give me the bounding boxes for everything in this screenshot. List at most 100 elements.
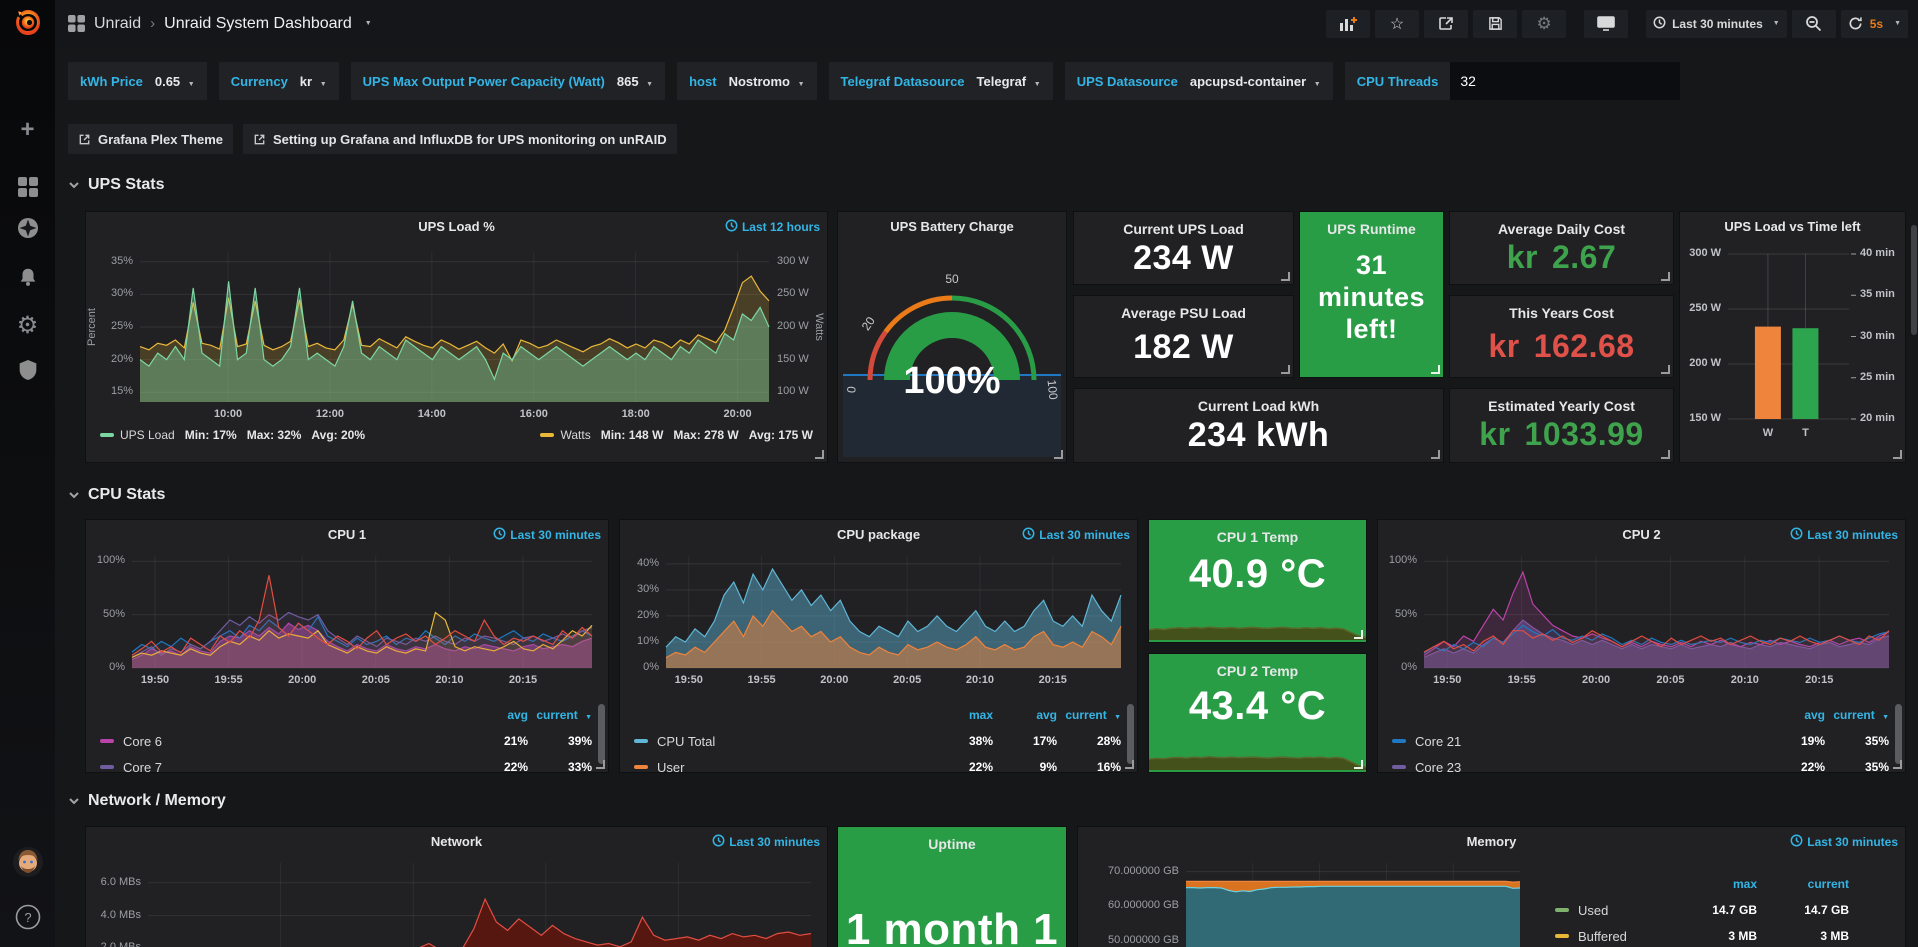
user-avatar[interactable] [0,845,55,879]
configuration-gear-icon[interactable]: ⚙ [16,311,39,339]
resize-handle[interactable] [1281,272,1290,281]
variable-currency[interactable]: Currency kr ▼ [218,62,339,100]
panel-timerange-link[interactable]: Last 30 minutes [1790,527,1898,543]
variable-cpu-threads[interactable]: CPU Threads 32 [1344,62,1681,100]
settings-gear-button[interactable]: ⚙ [1522,9,1567,38]
variable-telegraf-datasource[interactable]: Telegraf Datasource Telegraf ▼ [828,62,1053,100]
resize-handle[interactable] [1661,450,1670,459]
section-ups-stats[interactable]: UPS Stats [68,176,164,194]
variable-value[interactable]: kr ▼ [299,73,327,89]
variable-host[interactable]: host Nostromo ▼ [677,62,817,100]
variable-value[interactable]: 865 ▼ [616,73,654,89]
refresh-interval-label[interactable]: 5s [1869,16,1884,31]
time-range-picker[interactable]: Last 30 minutes ▼ [1646,9,1787,38]
legend-row[interactable]: Core 23 22% 35% [1392,754,1889,780]
panel-timerange-link[interactable]: Last 30 minutes [493,527,601,543]
panel-title[interactable]: CPU 1 [327,526,367,542]
variable-input[interactable]: 32 [1450,62,1681,100]
variable-value[interactable]: 0.65 ▼ [154,73,195,89]
panel-ups-runtime[interactable]: UPS Runtime 31 minutes left! [1300,212,1443,377]
panel-title[interactable]: UPS Load vs Time left [1724,218,1861,234]
legend-scrollbar[interactable] [1895,704,1902,764]
panel-memory[interactable]: Memory Last 30 minutes 70.000000 GB 60.00… [1078,827,1905,947]
resize-handle[interactable] [1354,630,1363,639]
resize-handle[interactable] [1054,450,1063,459]
variable-ups-datasource[interactable]: UPS Datasource apcupsd-container ▼ [1064,62,1333,100]
panel-title[interactable]: Network [430,833,483,849]
dashboard-grid-icon[interactable] [68,15,85,32]
panel-avg-daily-cost[interactable]: Average Daily Cost kr 2.67 [1450,212,1673,284]
save-button[interactable] [1473,9,1518,38]
legend-scrollbar[interactable] [1127,704,1134,764]
grafana-logo-icon[interactable] [0,6,55,40]
panel-title[interactable]: UPS Battery Charge [890,218,1014,234]
breadcrumb-caret-icon[interactable]: ▼ [364,20,372,27]
legend-row[interactable]: User 22% 9% 16% [634,754,1121,780]
legend-row[interactable]: Core 21 19% 35% [1392,728,1889,754]
legend-item[interactable]: Watts Min: 148 W Max: 278 W Avg: 175 W [540,428,813,442]
panel-est-yearly-cost[interactable]: Estimated Yearly Cost kr 1033.99 [1450,389,1673,462]
panel-cpu1[interactable]: CPU 1 Last 30 minutes 100% 50% 0% 19:50 19:5… [86,520,608,775]
dashboard-link-grafana-plex-theme[interactable]: Grafana Plex Theme [68,124,233,154]
alerting-bell-icon[interactable] [0,260,55,294]
panel-timerange-link[interactable]: Last 30 minutes [712,834,820,850]
legend-row[interactable]: Core 7 22% 33% [100,754,592,780]
panel-timerange-link[interactable]: Last 30 minutes [1022,527,1130,543]
panel-this-years-cost[interactable]: This Years Cost kr 162.68 [1450,296,1673,377]
legend-sort-max[interactable]: max [1732,877,1757,891]
legend-row[interactable]: Used 14.7 GB 14.7 GB [1555,897,1865,923]
resize-handle[interactable] [1661,272,1670,281]
panel-timerange-link[interactable]: Last 30 minutes [1790,834,1898,850]
panel-cpu1-temp[interactable]: CPU 1 Temp 40.9 °C [1148,520,1367,642]
resize-handle[interactable] [596,760,605,769]
resize-handle[interactable] [1281,365,1290,374]
variable-value[interactable]: Telegraf ▼ [976,73,1041,89]
legend-sort-current[interactable]: current [1807,877,1849,891]
variable-value[interactable]: Nostromo ▼ [728,73,805,89]
legend-row[interactable]: CPU Total 38% 17% 28% [634,728,1121,754]
refresh-button[interactable]: 5s ▼ [1840,9,1908,38]
help-icon[interactable]: ? [0,900,55,934]
legend-sort-avg[interactable]: avg [1804,708,1825,722]
share-button[interactable] [1424,9,1469,38]
add-panel-button[interactable] [1326,9,1371,38]
legend-sort-current[interactable]: current ▼ [536,708,592,722]
panel-ups-battery[interactable]: UPS Battery Charge 0 20 50 100 100% [838,212,1066,462]
legend-item[interactable]: UPS Load Min: 17% Max: 32% Avg: 20% [100,428,365,442]
panel-average-psu-load[interactable]: Average PSU Load 182 W [1074,296,1293,377]
panel-current-load-kwh[interactable]: Current Load kWh 234 kWh [1074,389,1443,462]
panel-ups-load[interactable]: UPS Load % Last 12 hours 35% 300 W 30% 250 … [86,212,827,462]
resize-handle[interactable] [1125,760,1134,769]
create-plus-icon[interactable]: + [20,116,35,143]
legend-sort-max[interactable]: max [968,708,993,722]
section-network-memory[interactable]: Network / Memory [68,792,226,810]
dashboards-icon[interactable] [0,170,55,204]
explore-compass-icon[interactable] [0,211,55,245]
resize-handle[interactable] [1431,365,1440,374]
panel-timerange-link[interactable]: Last 12 hours [725,219,820,235]
breadcrumb-page[interactable]: Unraid System Dashboard [164,14,352,32]
panel-title[interactable]: Memory [1466,833,1517,849]
resize-handle[interactable] [815,450,824,459]
variable-ups-max-output-power-capacity-watt[interactable]: UPS Max Output Power Capacity (Watt) 865 … [350,62,666,100]
resize-handle[interactable] [1661,365,1670,374]
breadcrumb-app[interactable]: Unraid [94,14,142,32]
legend-row[interactable]: Buffered 3 MB 3 MB [1555,923,1865,947]
panel-uptime[interactable]: Uptime 1 month 1 [838,827,1066,947]
legend-sort-current[interactable]: current ▼ [1065,708,1121,722]
resize-handle[interactable] [1893,760,1902,769]
cycle-view-button[interactable] [1584,9,1629,38]
resize-handle[interactable] [1354,760,1363,769]
variable-kwh-price[interactable]: kWh Price 0.65 ▼ [68,62,207,100]
zoom-out-button[interactable] [1791,9,1836,38]
resize-handle[interactable] [1431,450,1440,459]
panel-title[interactable]: UPS Load % [418,218,495,234]
legend-sort-current[interactable]: current ▼ [1833,708,1889,722]
panel-title[interactable]: CPU package [836,526,921,542]
panel-current-ups-load[interactable]: Current UPS Load 234 W [1074,212,1293,284]
panel-cpu2-temp[interactable]: CPU 2 Temp 43.4 °C [1148,654,1367,772]
panel-title[interactable]: CPU 2 [1622,526,1661,542]
server-admin-shield-icon[interactable] [0,353,55,387]
panel-cpu-package[interactable]: CPU package Last 30 minutes 40% 30% 20% 10%… [620,520,1137,775]
